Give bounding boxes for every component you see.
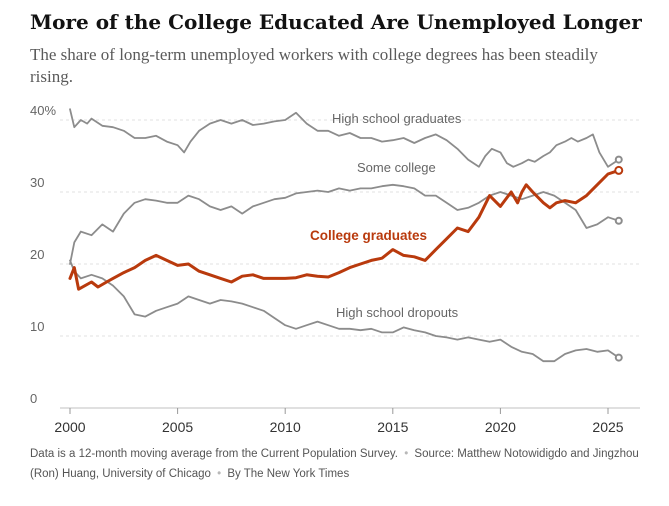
x-tick-label: 2020 [485, 419, 516, 435]
source-note: Source: Matthew Notowidigdo and Jingzhou… [30, 448, 639, 480]
series-label-some-college: Some college [357, 160, 436, 175]
end-marker-some-college [614, 216, 623, 225]
end-marker-high-school-dropouts [614, 353, 623, 362]
x-tick-label: 2005 [162, 419, 193, 435]
x-tick-label: 2000 [54, 419, 85, 435]
separator-dot: • [404, 448, 409, 460]
data-note: Data is a 12-month moving average from t… [30, 448, 398, 460]
credit-note: By The New York Times [227, 468, 350, 480]
y-tick-label: 40% [30, 103, 56, 118]
chart-subtitle: The share of long-term unemployed worker… [30, 45, 598, 86]
series-label-college-graduates: College graduates [310, 228, 427, 243]
y-tick-label: 0 [30, 391, 37, 406]
series-line-college-graduates [68, 168, 621, 291]
y-tick-label: 20 [30, 247, 44, 262]
series-label-high-school-graduates: High school graduates [332, 111, 462, 126]
line-chart: 0 10 20 30 40% 2000 2005 2010 2015 2020 2025 High s… [30, 103, 640, 435]
x-tick-label: 2025 [592, 419, 623, 435]
series-line-some-college [69, 183, 620, 265]
end-marker-high-school-graduates [614, 155, 623, 164]
y-tick-label: 30 [30, 175, 44, 190]
chart-title: More of the College Educated Are Unemplo… [30, 10, 642, 34]
y-tick-label: 10 [30, 319, 44, 334]
x-tick-label: 2015 [377, 419, 408, 435]
series-line-high-school-dropouts [69, 259, 620, 363]
footnote: Data is a 12-month moving average from t… [30, 444, 640, 484]
x-tick-label: 2010 [270, 419, 301, 435]
series-label-high-school-dropouts: High school dropouts [336, 305, 459, 320]
separator-dot: • [217, 468, 222, 480]
end-marker-college-graduates [614, 165, 624, 175]
series-line-high-school-graduates [69, 108, 620, 168]
